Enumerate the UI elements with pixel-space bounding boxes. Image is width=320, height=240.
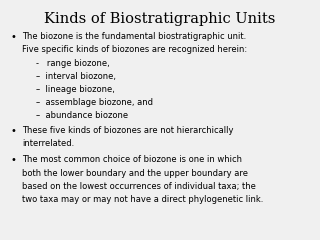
- Text: •: •: [10, 126, 16, 136]
- Text: –  lineage biozone,: – lineage biozone,: [36, 85, 115, 94]
- Text: –  abundance biozone: – abundance biozone: [36, 111, 128, 120]
- Text: two taxa may or may not have a direct phylogenetic link.: two taxa may or may not have a direct ph…: [22, 196, 263, 204]
- Text: interrelated.: interrelated.: [22, 139, 74, 149]
- Text: both the lower boundary and the upper boundary are: both the lower boundary and the upper bo…: [22, 168, 248, 178]
- Text: The most common choice of biozone is one in which: The most common choice of biozone is one…: [22, 155, 242, 164]
- Text: •: •: [10, 32, 16, 42]
- Text: –  interval biozone,: – interval biozone,: [36, 72, 116, 81]
- Text: Kinds of Biostratigraphic Units: Kinds of Biostratigraphic Units: [44, 12, 276, 26]
- Text: based on the lowest occurrences of individual taxa; the: based on the lowest occurrences of indiv…: [22, 182, 256, 191]
- Text: These five kinds of biozones are not hierarchically: These five kinds of biozones are not hie…: [22, 126, 234, 135]
- Text: •: •: [10, 155, 16, 165]
- Text: Five specific kinds of biozones are recognized herein:: Five specific kinds of biozones are reco…: [22, 46, 247, 54]
- Text: –  assemblage biozone, and: – assemblage biozone, and: [36, 98, 153, 107]
- Text: -   range biozone,: - range biozone,: [36, 59, 110, 68]
- Text: The biozone is the fundamental biostratigraphic unit.: The biozone is the fundamental biostrati…: [22, 32, 246, 41]
